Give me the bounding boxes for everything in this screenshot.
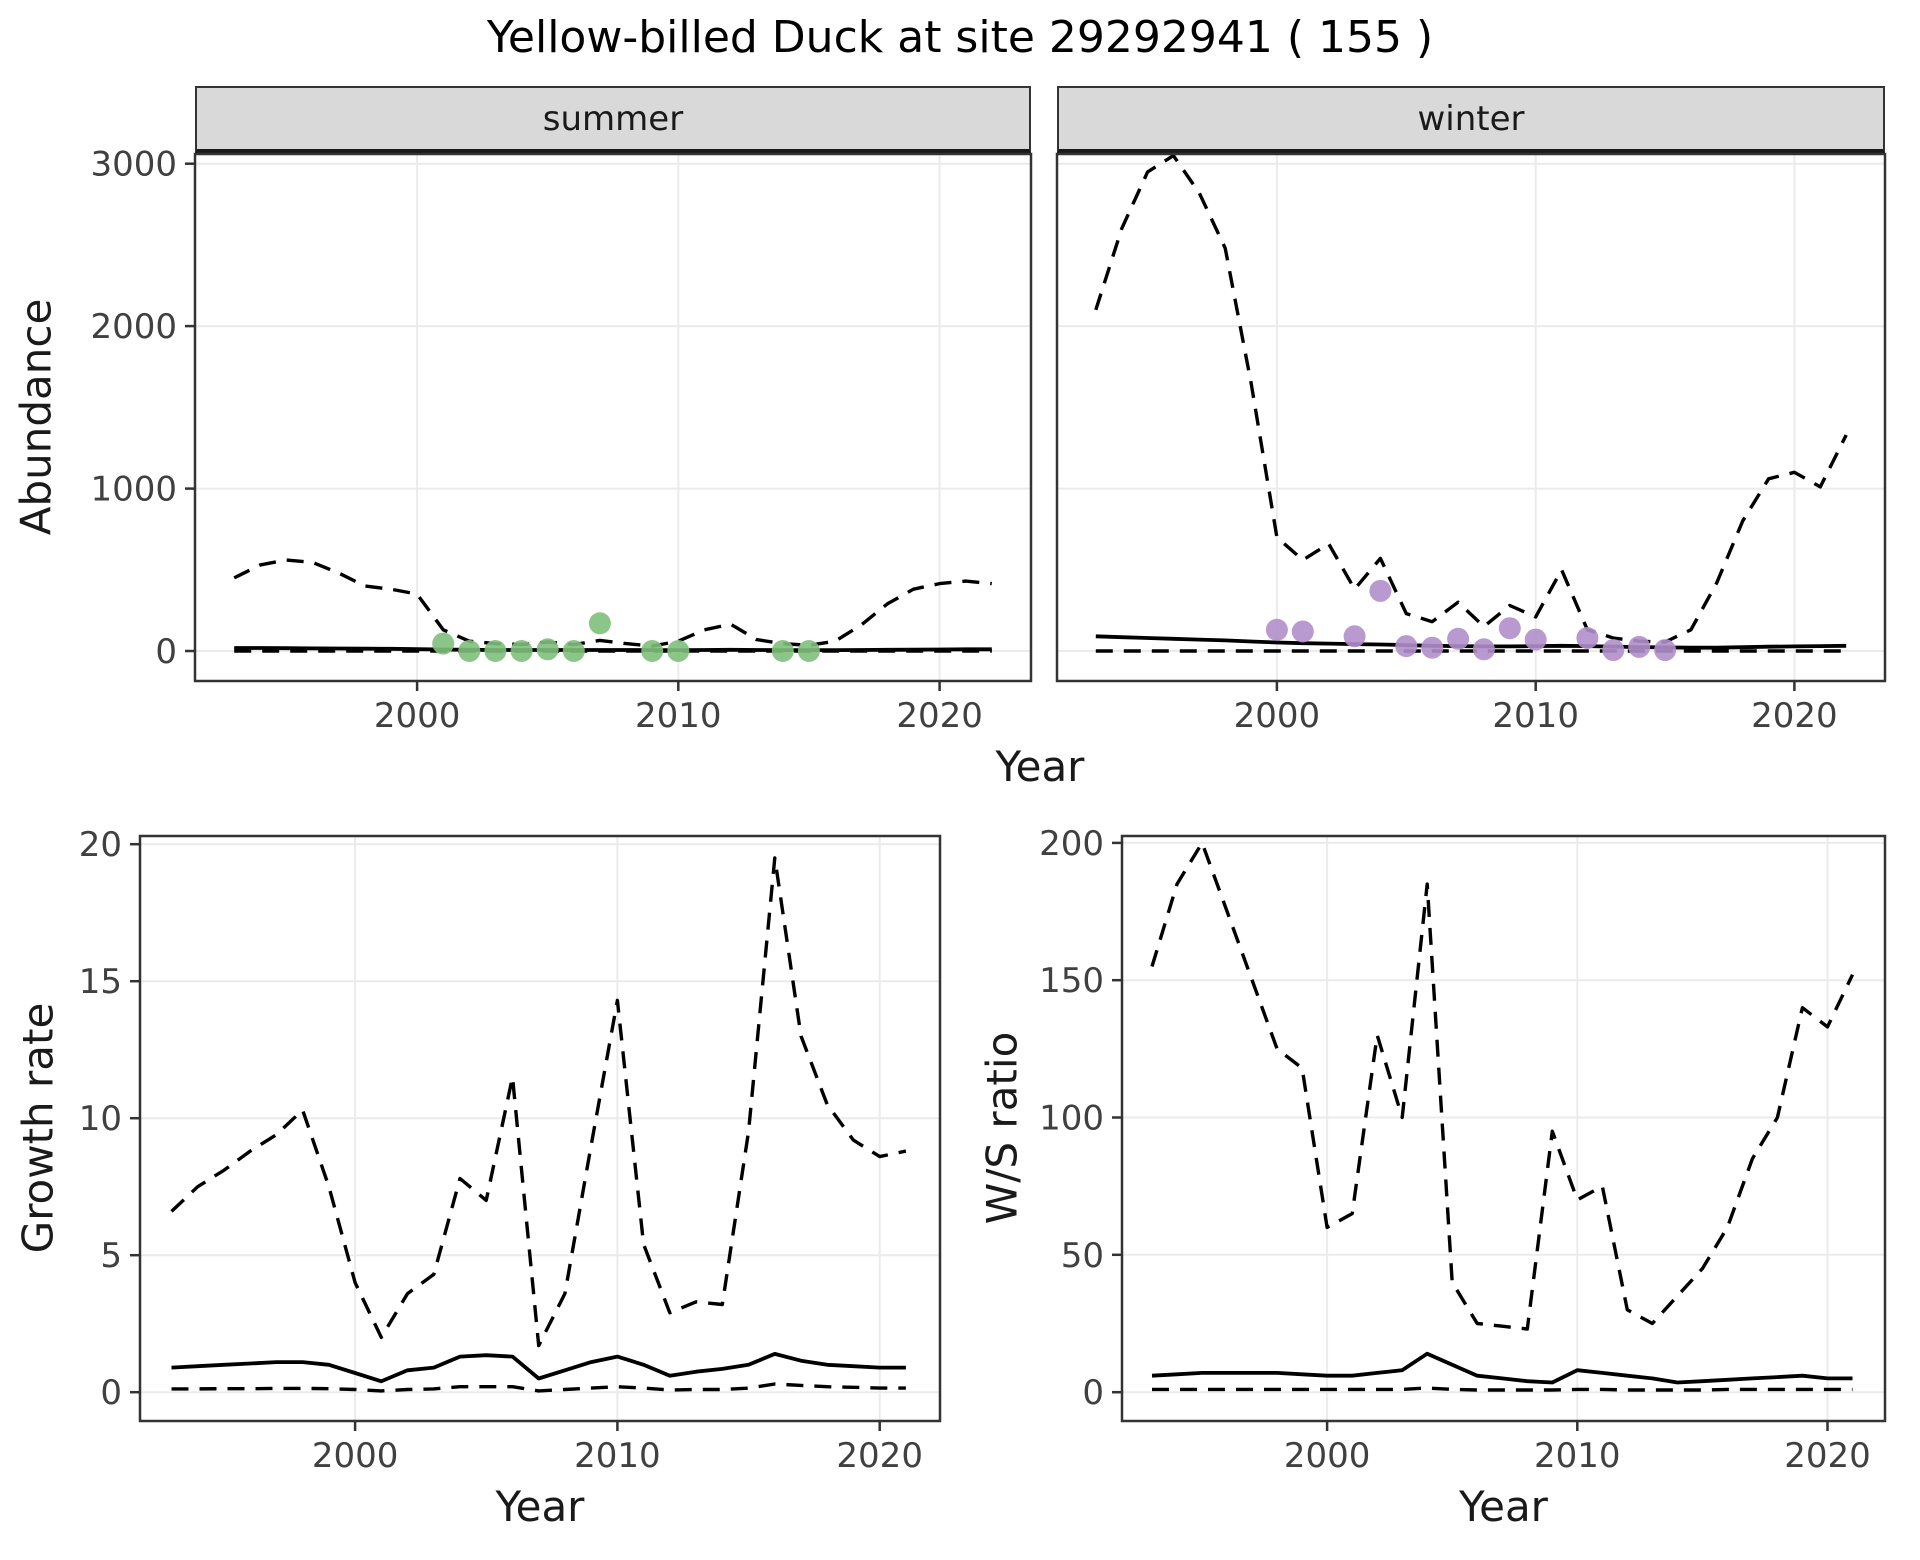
y-tick-label: 50 [1061, 1236, 1104, 1276]
facet-label-summer: summer [542, 98, 684, 139]
observation-point [1291, 620, 1314, 643]
observation-point [1498, 617, 1521, 640]
y-tick-label: 1000 [90, 470, 177, 510]
observation-point [536, 638, 559, 661]
x-tick-label: 2010 [1534, 1436, 1621, 1476]
observation-point [484, 640, 507, 662]
x-tick-label: 2010 [635, 696, 722, 736]
observation-point [1576, 627, 1599, 649]
y-tick-label: 3000 [90, 145, 177, 185]
x-tick-label: 2000 [1284, 1436, 1371, 1476]
series-upper_ci [1094, 154, 1848, 644]
series-median [1151, 1351, 1853, 1385]
series-upper_ci [1150, 841, 1855, 1331]
y-axis-title-growth: Growth rate [13, 1002, 63, 1254]
y-tick-label: 0 [1082, 1373, 1104, 1413]
y-axis-title-abundance: Abundance [11, 298, 61, 536]
panel-border [138, 834, 942, 1423]
observation-point [667, 640, 690, 662]
panel-border [1055, 152, 1887, 683]
observation-point [641, 640, 664, 662]
observation-point [797, 640, 820, 662]
chart-title: Yellow-billed Duck at site 29292941 ( 15… [486, 12, 1434, 63]
observation-point [1472, 638, 1495, 661]
y-axis-title-ws: W/S ratio [977, 1031, 1027, 1225]
observation-point [432, 632, 455, 655]
panel-background [1122, 836, 1885, 1421]
panel-ws-ratio: 2000 2010 2020 0 50 100 150 200 [1039, 824, 1887, 1476]
panel-abundance-summer: 2000 2010 2020 0 1000 2000 3000 [90, 145, 1033, 736]
observation-point [771, 640, 794, 662]
observation-point [1654, 639, 1677, 662]
y-tick-label: 150 [1039, 961, 1104, 1001]
y-tick-label: 5 [100, 1236, 122, 1276]
observation-point [588, 612, 611, 635]
x-tick-label: 2020 [1784, 1436, 1871, 1476]
observation-point [1343, 625, 1366, 648]
y-tick-label: 10 [79, 1099, 122, 1139]
observation-point [1628, 635, 1651, 658]
panel-border [1120, 834, 1887, 1423]
y-tick-label: 200 [1039, 824, 1104, 864]
facet-label-winter: winter [1417, 98, 1525, 139]
observation-point [510, 640, 533, 662]
observation-point [1265, 618, 1288, 641]
facet-strip-winter: winter [1057, 86, 1885, 154]
y-tick-label: 0 [100, 1373, 122, 1413]
panel-background [1057, 154, 1885, 681]
x-tick-label: 2010 [1492, 696, 1579, 736]
series-lower_ci [1152, 1386, 1853, 1392]
panel-abundance-winter: 2000 2010 2020 [1055, 152, 1887, 736]
x-axis-title-top: Year [995, 742, 1085, 791]
x-tick-label: 2020 [896, 696, 983, 736]
x-tick-label: 2020 [1751, 696, 1838, 736]
y-tick-label: 15 [79, 962, 122, 1002]
series-lower_ci [171, 1382, 906, 1393]
x-tick-label: 2010 [574, 1436, 661, 1476]
series-median [1095, 634, 1847, 650]
x-tick-label: 2000 [312, 1436, 399, 1476]
observation-point [562, 640, 585, 662]
y-tick-label: 2000 [90, 307, 177, 347]
series-upper_ci [233, 558, 992, 648]
observation-point [1602, 639, 1625, 662]
y-tick-label: 20 [79, 825, 122, 865]
x-axis-title-ws: Year [1459, 1482, 1548, 1531]
observation-point [1524, 628, 1547, 651]
panel-background [195, 154, 1031, 681]
observation-point [1369, 579, 1392, 602]
panel-border [193, 152, 1033, 683]
observation-point [1447, 627, 1470, 650]
y-tick-label: 100 [1039, 1099, 1104, 1139]
series-upper_ci [170, 856, 907, 1348]
facet-strip-summer: summer [195, 86, 1031, 154]
x-tick-label: 2000 [1234, 696, 1321, 736]
x-tick-label: 2020 [836, 1436, 923, 1476]
observation-point [458, 640, 481, 662]
observation-point [1395, 635, 1418, 658]
y-tick-label: 0 [155, 632, 177, 672]
series-median [171, 1352, 906, 1384]
x-axis-title-growth: Year [495, 1482, 585, 1531]
observation-point [1421, 636, 1444, 659]
panel-background [140, 836, 940, 1421]
x-tick-label: 2000 [374, 696, 461, 736]
panel-growth-rate: 2000 2010 2020 0 5 10 15 20 [79, 825, 942, 1476]
